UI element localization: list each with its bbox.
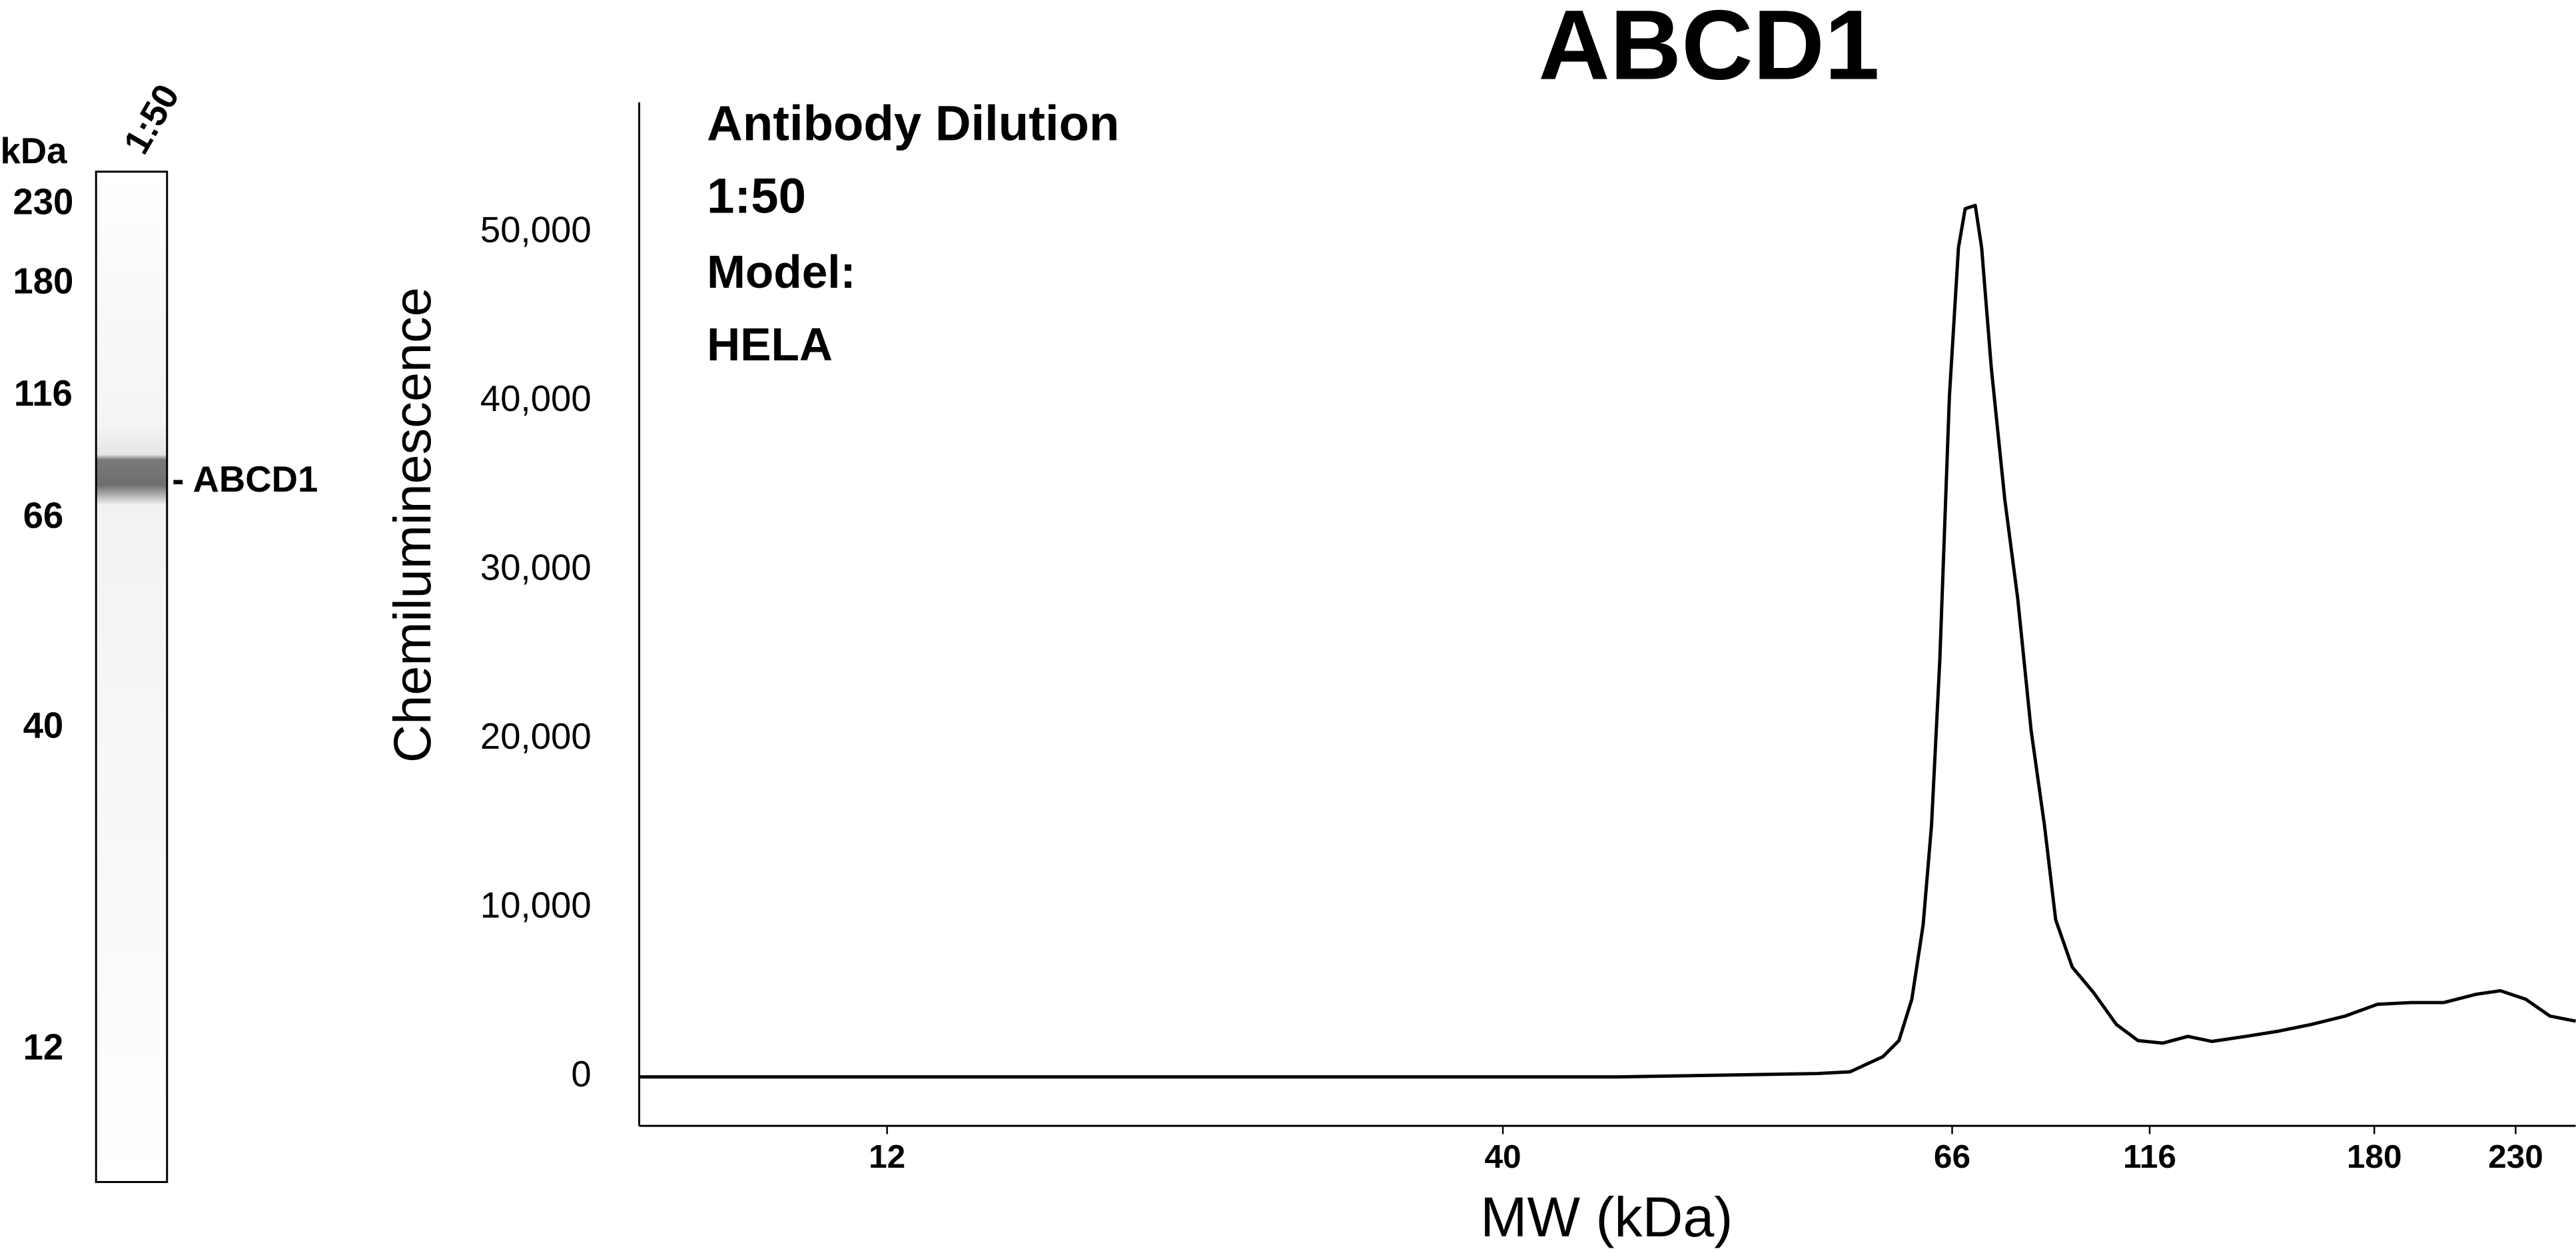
- lane-marker: 230: [13, 182, 73, 222]
- y-tick-label: 10,000: [480, 885, 592, 925]
- annotation: Model:: [707, 246, 856, 298]
- x-axis-label: MW (kDa): [1480, 1186, 1733, 1248]
- annotation: 1:50: [707, 169, 806, 224]
- lane-sample: 1:50: [116, 77, 187, 161]
- x-tick-label: 180: [2347, 1138, 2402, 1175]
- x-tick-label: 230: [2488, 1138, 2543, 1175]
- annotation: HELA: [707, 318, 833, 370]
- lane: [95, 171, 169, 1183]
- x-tick-label: 116: [2123, 1138, 2176, 1175]
- data-line: [639, 203, 2576, 1079]
- annotation: Antibody Dilution: [707, 95, 1119, 151]
- y-tick-label: 40,000: [480, 378, 592, 419]
- lane-marker: 12: [23, 1027, 64, 1068]
- y-tick-label: 30,000: [480, 547, 592, 588]
- x-tick-label: 66: [1934, 1138, 1970, 1175]
- lane-unit: kDa: [0, 131, 67, 171]
- y-tick-label: 0: [571, 1054, 591, 1094]
- y-axis-label: Chemiluminescence: [382, 287, 442, 763]
- y-tick-label: 20,000: [480, 716, 592, 757]
- y-tick-label: 50,000: [480, 209, 592, 250]
- lane-marker: 66: [23, 496, 64, 536]
- band-label: - ABCD1: [172, 459, 318, 500]
- x-tick-label: 40: [1485, 1138, 1521, 1175]
- lane-marker: 180: [13, 261, 73, 302]
- lane-marker: 116: [14, 373, 73, 414]
- lane-marker: 40: [23, 705, 64, 745]
- x-tick-label: 12: [869, 1138, 905, 1175]
- chart-title: ABCD1: [1538, 0, 1879, 101]
